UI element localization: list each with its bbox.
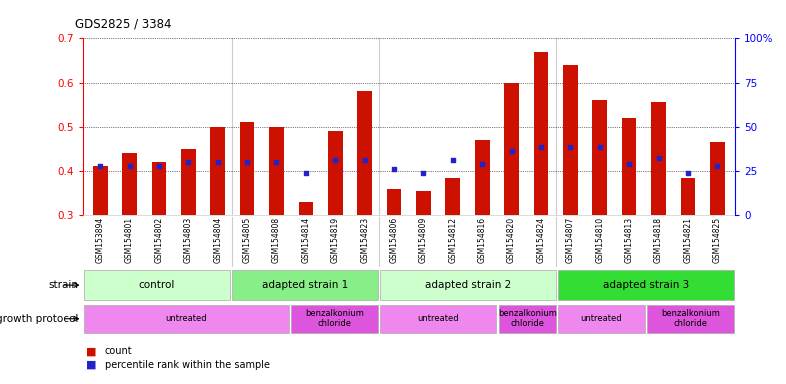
Bar <box>299 202 313 215</box>
Text: GDS2825 / 3384: GDS2825 / 3384 <box>75 18 171 31</box>
Text: untreated: untreated <box>417 314 459 323</box>
Text: untreated: untreated <box>581 314 623 323</box>
Text: GSM154812: GSM154812 <box>448 217 457 263</box>
Bar <box>651 103 666 215</box>
Point <box>299 170 312 176</box>
Point <box>534 144 547 150</box>
Bar <box>292 305 378 333</box>
Bar <box>232 270 378 300</box>
Text: GSM154802: GSM154802 <box>154 217 163 263</box>
Point <box>652 155 665 161</box>
Bar <box>181 149 196 215</box>
Text: benzalkonium
chloride: benzalkonium chloride <box>498 309 556 328</box>
Text: control: control <box>138 280 174 290</box>
Bar <box>647 305 733 333</box>
Text: GSM154805: GSM154805 <box>243 217 252 263</box>
Text: adapted strain 1: adapted strain 1 <box>262 280 348 290</box>
Text: GSM154818: GSM154818 <box>654 217 663 263</box>
Text: benzalkonium
chloride: benzalkonium chloride <box>661 309 720 328</box>
Text: benzalkonium
chloride: benzalkonium chloride <box>305 309 364 328</box>
Point <box>387 166 400 172</box>
Bar <box>380 270 556 300</box>
Text: GSM154821: GSM154821 <box>683 217 692 263</box>
Bar <box>446 177 460 215</box>
Bar <box>499 305 556 333</box>
Text: adapted strain 3: adapted strain 3 <box>603 280 689 290</box>
Text: GSM154809: GSM154809 <box>419 217 428 263</box>
Text: GSM153894: GSM153894 <box>96 217 105 263</box>
Text: GSM154824: GSM154824 <box>537 217 545 263</box>
Text: percentile rank within the sample: percentile rank within the sample <box>105 360 270 370</box>
Text: GSM154804: GSM154804 <box>213 217 222 263</box>
Point <box>711 164 724 170</box>
Text: adapted strain 2: adapted strain 2 <box>425 280 511 290</box>
Point <box>94 164 106 170</box>
Point <box>681 170 694 176</box>
Bar <box>84 305 289 333</box>
Point <box>270 159 283 165</box>
Text: GSM154823: GSM154823 <box>360 217 369 263</box>
Point <box>211 159 224 165</box>
Bar <box>93 167 108 215</box>
Bar <box>416 191 431 215</box>
Text: GSM154816: GSM154816 <box>478 217 487 263</box>
Bar <box>152 162 167 215</box>
Bar <box>358 91 372 215</box>
Bar <box>84 270 230 300</box>
Text: GSM154808: GSM154808 <box>272 217 281 263</box>
Point <box>358 157 371 163</box>
Point <box>182 159 195 165</box>
Bar <box>710 142 725 215</box>
Bar <box>558 305 645 333</box>
Text: GSM154801: GSM154801 <box>125 217 134 263</box>
Bar <box>328 131 343 215</box>
Point <box>623 161 635 167</box>
Point <box>476 161 488 167</box>
Bar <box>534 52 549 215</box>
Bar <box>269 127 284 215</box>
Text: GSM154807: GSM154807 <box>566 217 575 263</box>
Text: strain: strain <box>49 280 79 290</box>
Bar <box>387 189 402 215</box>
Point <box>123 164 136 170</box>
Text: GSM154825: GSM154825 <box>713 217 722 263</box>
Point <box>329 157 342 163</box>
Text: GSM154820: GSM154820 <box>507 217 516 263</box>
Text: GSM154819: GSM154819 <box>331 217 340 263</box>
Bar <box>563 65 578 215</box>
Bar <box>380 305 497 333</box>
Point <box>417 170 430 176</box>
Bar <box>681 177 696 215</box>
Bar <box>622 118 637 215</box>
Bar <box>475 140 490 215</box>
Bar <box>240 122 255 215</box>
Text: ■: ■ <box>86 346 97 356</box>
Point <box>446 157 459 163</box>
Text: growth protocol: growth protocol <box>0 314 79 324</box>
Point <box>505 148 518 154</box>
Point <box>593 144 606 150</box>
Text: GSM154806: GSM154806 <box>390 217 399 263</box>
Bar <box>211 127 225 215</box>
Text: GSM154803: GSM154803 <box>184 217 193 263</box>
Text: GSM154813: GSM154813 <box>625 217 634 263</box>
Text: ■: ■ <box>86 360 97 370</box>
Point <box>152 164 165 170</box>
Point <box>241 159 253 165</box>
Bar <box>505 83 519 215</box>
Bar <box>593 100 607 215</box>
Point <box>564 144 577 150</box>
Text: GSM154810: GSM154810 <box>595 217 604 263</box>
Bar <box>122 153 137 215</box>
Bar <box>558 270 733 300</box>
Text: GSM154814: GSM154814 <box>301 217 310 263</box>
Text: count: count <box>105 346 132 356</box>
Text: untreated: untreated <box>166 314 208 323</box>
